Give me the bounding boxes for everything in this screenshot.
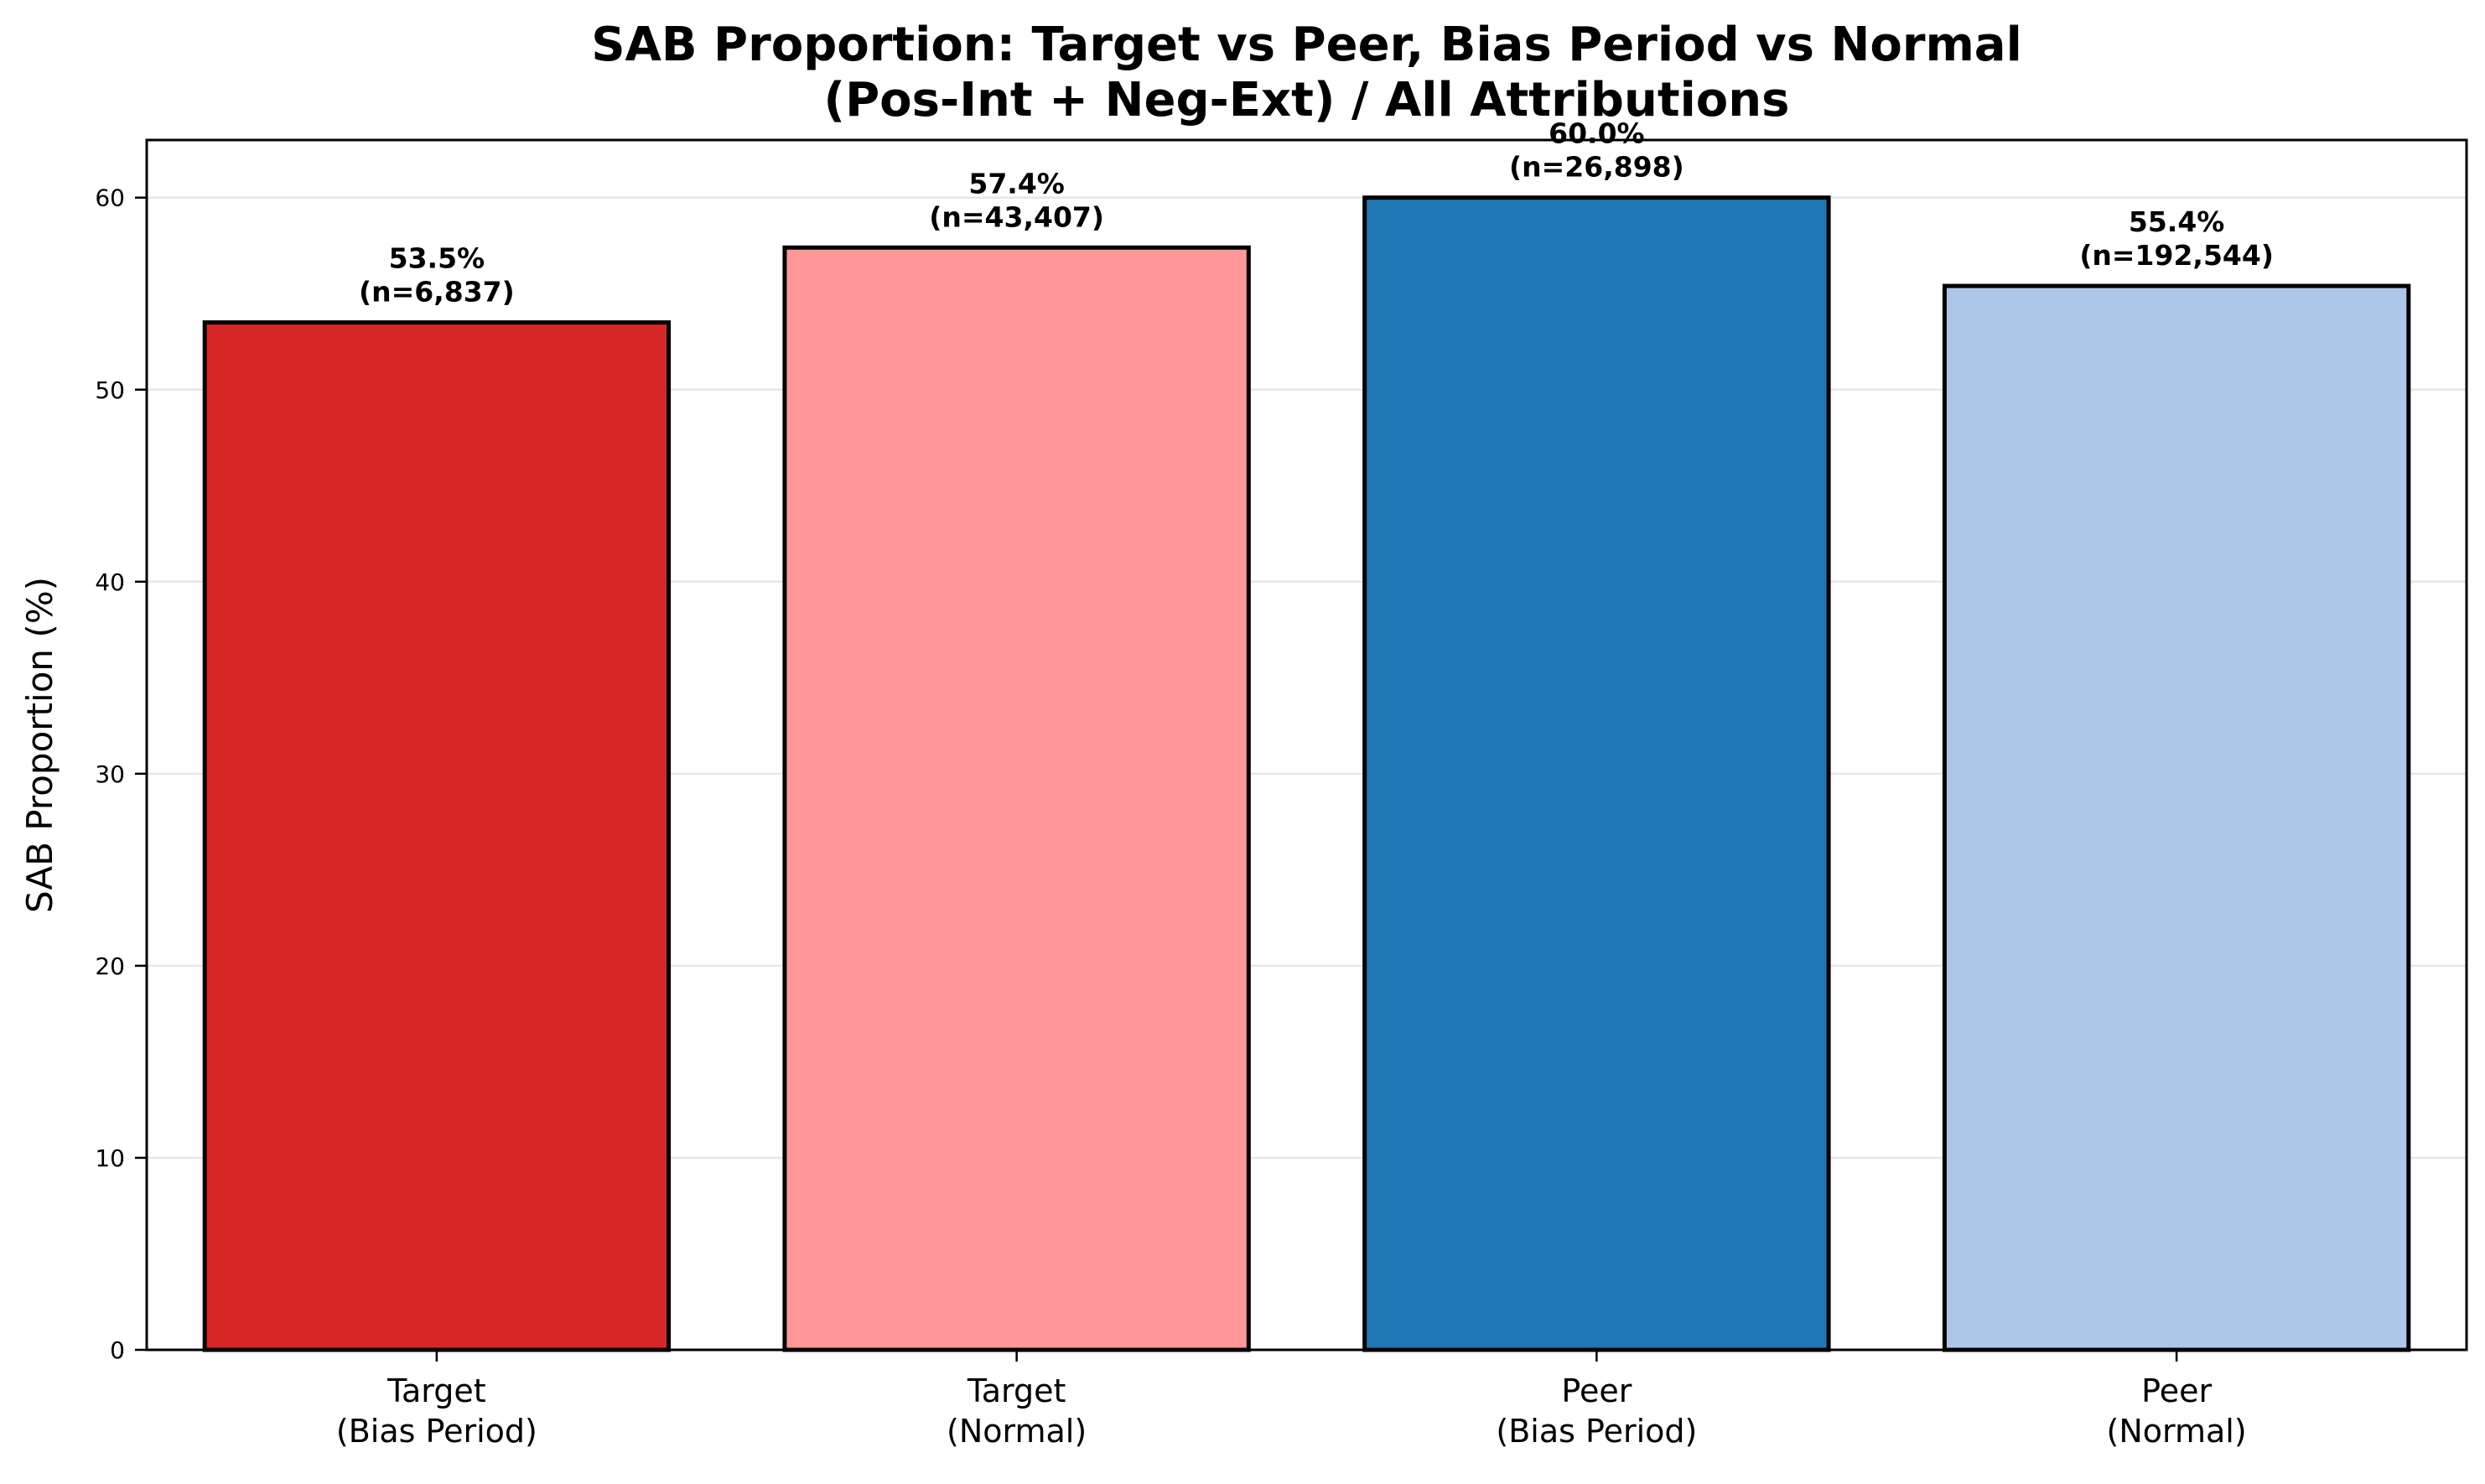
bar-count-label: (n=192,544)	[2079, 239, 2274, 272]
bars	[202, 195, 2411, 1352]
data-labels: 53.5%(n=6,837) 57.4%(n=43,407) 60.0%(n=26,…	[359, 117, 2274, 309]
y-tick-label: 40	[95, 568, 125, 596]
bar-count-label: (n=43,407)	[929, 200, 1104, 233]
bar-count-label: (n=6,837)	[359, 276, 515, 309]
y-tick-label: 60	[95, 184, 125, 212]
chart-title-line: SAB Proportion: Target vs Peer, Bias Per…	[591, 18, 2022, 72]
x-axis: Target (Bias Period) Target (Normal) Peer (Bi…	[336, 1350, 2247, 1450]
y-tick-label: 30	[95, 760, 125, 788]
bar-value-label: 60.0%	[1549, 117, 1645, 150]
x-tick-label: Peer	[2141, 1372, 2212, 1409]
x-tick-label: (Bias Period)	[336, 1413, 537, 1450]
chart-title-line: (Pos-Int + Neg-Ext) / All Attributions	[824, 73, 1790, 127]
y-tick-label: 20	[95, 952, 125, 980]
x-tick-label: (Bias Period)	[1496, 1413, 1697, 1450]
bar-count-label: (n=26,898)	[1509, 151, 1684, 184]
y-axis-label: SAB Proportion (%)	[19, 577, 60, 913]
y-axis: 0 10 20 30 40 50 60	[95, 184, 147, 1364]
x-tick-label: Target	[386, 1372, 486, 1409]
y-tick-label: 0	[110, 1336, 125, 1364]
x-tick-label: (Normal)	[2107, 1413, 2247, 1450]
chart-title: SAB Proportion: Target vs Peer, Bias Per…	[591, 18, 2022, 127]
bar	[1942, 283, 2411, 1352]
bar	[1362, 195, 1831, 1352]
bar	[782, 245, 1251, 1352]
y-tick-label: 50	[95, 376, 125, 404]
bar-value-label: 55.4%	[2129, 205, 2225, 238]
bar-value-label: 57.4%	[968, 167, 1065, 200]
x-tick-label: Target	[967, 1372, 1066, 1409]
plot-area-frame	[145, 138, 2468, 1352]
bar-value-label: 53.5%	[389, 242, 485, 275]
x-tick-label: Peer	[1561, 1372, 1632, 1409]
bar	[202, 320, 672, 1352]
x-tick-label: (Normal)	[947, 1413, 1087, 1450]
y-tick-label: 10	[95, 1144, 125, 1172]
